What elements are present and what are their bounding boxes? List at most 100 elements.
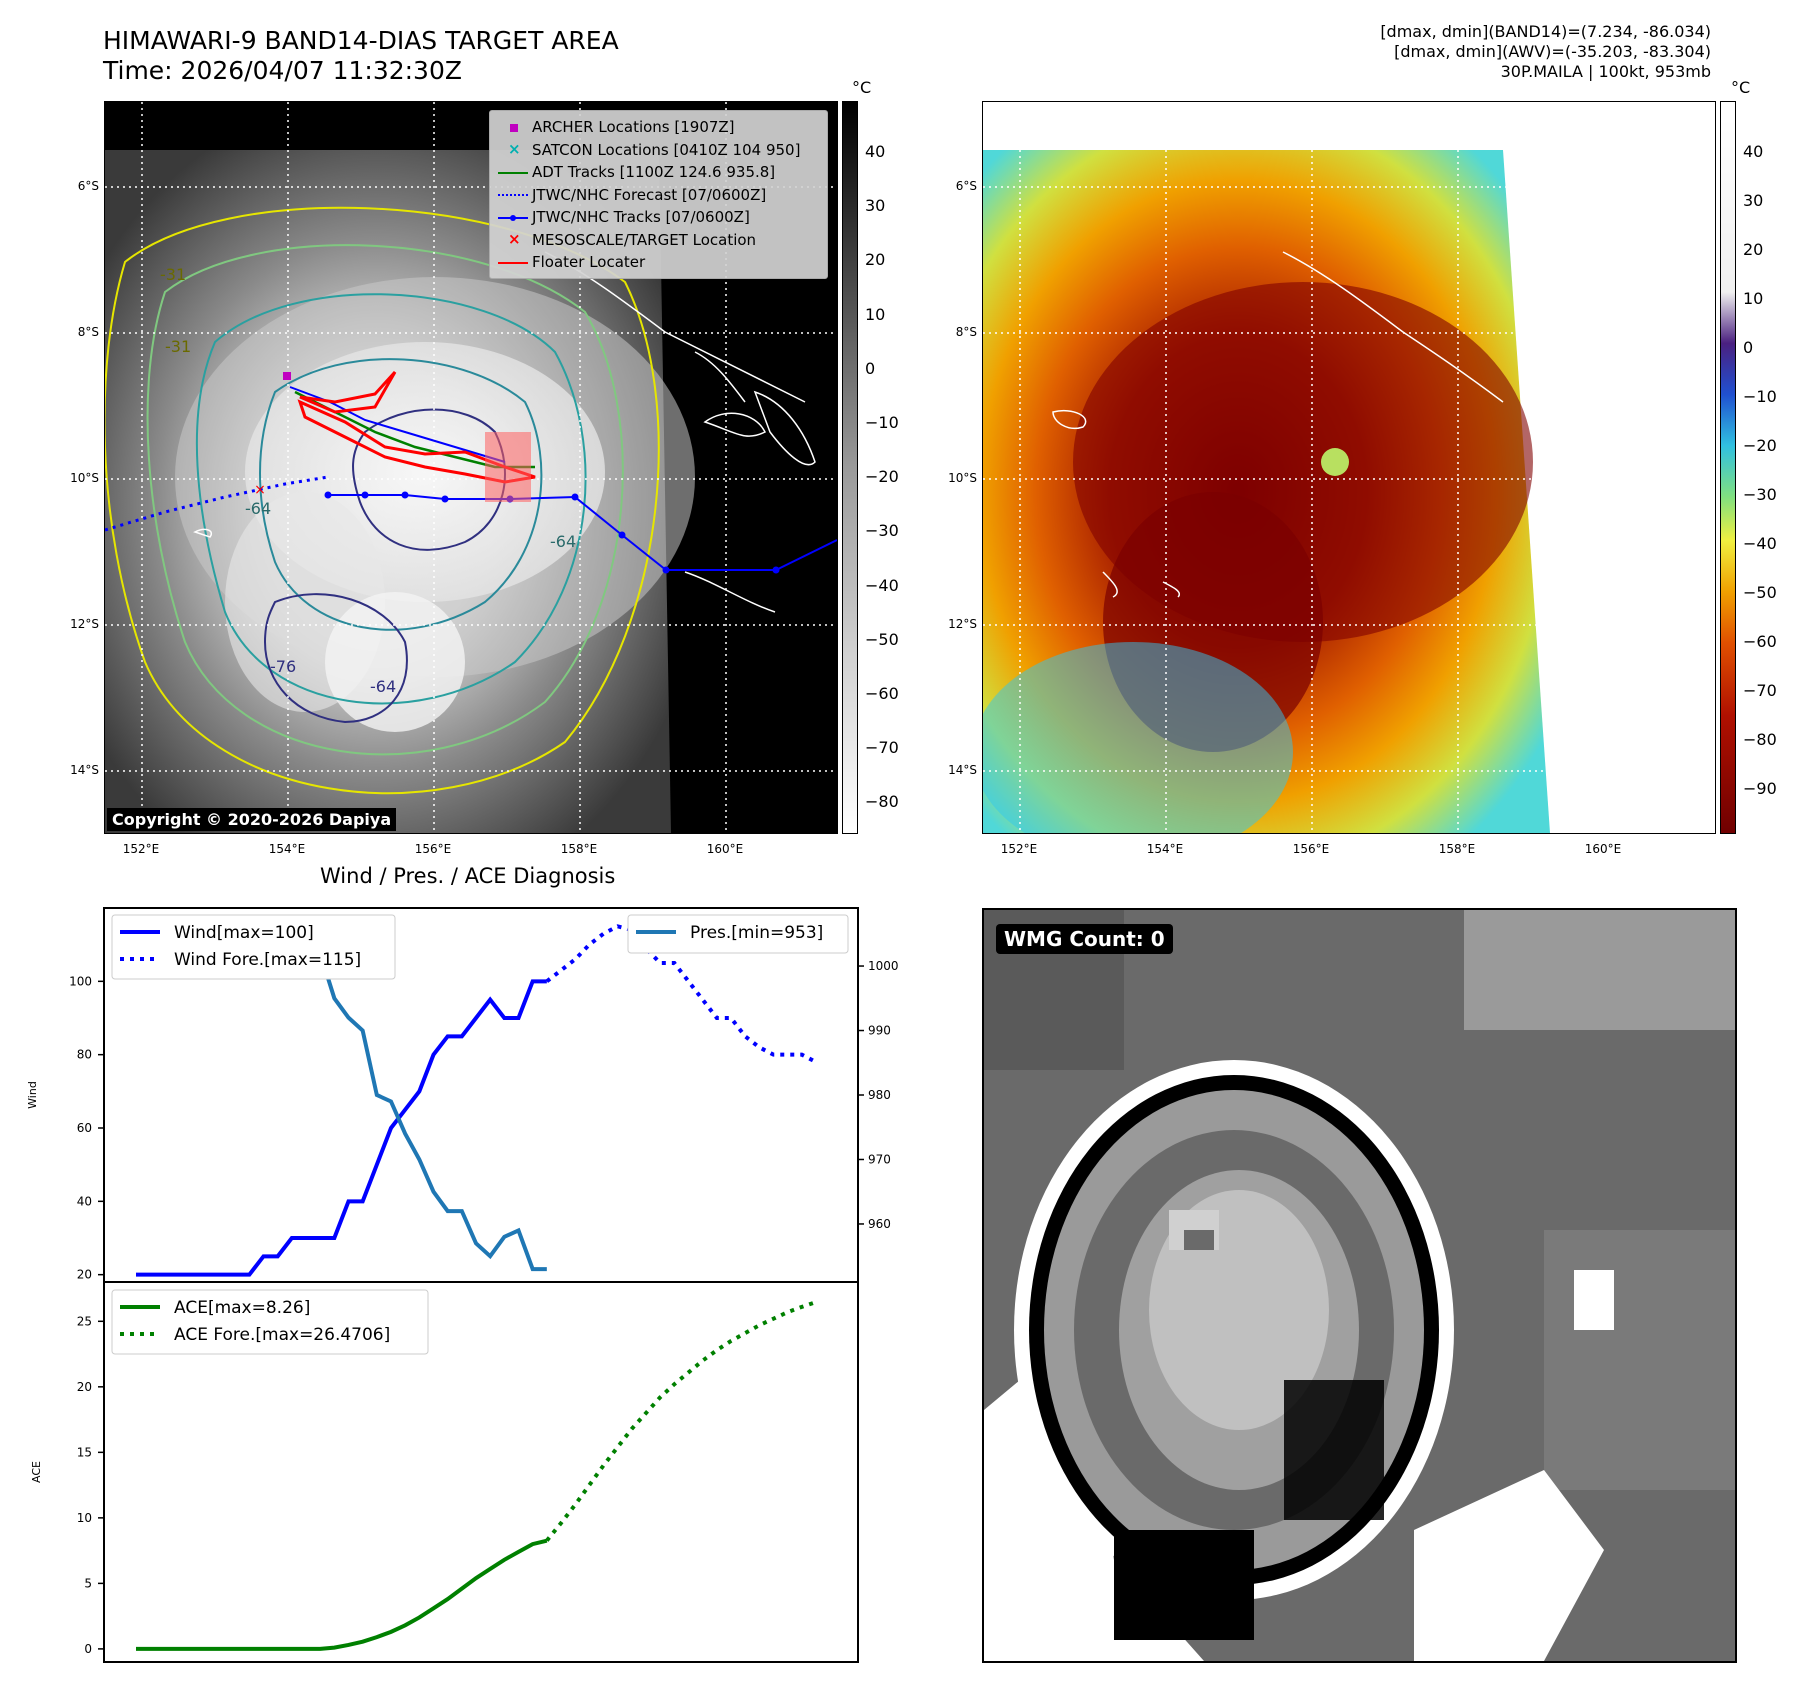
legend-label: MESOSCALE/TARGET Location xyxy=(532,230,757,249)
lon-label: 156°E xyxy=(1292,842,1330,856)
colorbar-tick-label: −50 xyxy=(865,629,899,649)
colorbar-tick-label: −60 xyxy=(865,684,899,703)
lon-label: 160°E xyxy=(706,842,744,856)
awv-map-panel xyxy=(982,101,1716,834)
lat-label: 6°S xyxy=(955,179,977,193)
awv-map-image xyxy=(983,102,1715,833)
lat-label: 10°S xyxy=(948,471,977,485)
y-tick-label: 20 xyxy=(77,1380,92,1394)
info-band14: [dmax, dmin](BAND14)=(7.234, -86.034) xyxy=(1380,22,1711,41)
y-tick-label: 20 xyxy=(77,1268,92,1282)
lat-label: 14°S xyxy=(948,763,977,777)
colorbar-tick-label: −30 xyxy=(1743,485,1777,504)
pressure-legend: Pres.[min=953] xyxy=(627,914,849,954)
colorbar-tick-label: −50 xyxy=(1743,583,1777,602)
legend-label: Floater Locater xyxy=(532,253,646,271)
colorbar-tick-label: −30 xyxy=(865,521,899,541)
diagnosis-title: Wind / Pres. / ACE Diagnosis xyxy=(320,864,616,888)
legend-label: Wind Fore.[max=115] xyxy=(174,950,361,970)
ace-plot-frame xyxy=(103,1281,859,1663)
colorbar-tick-label: 20 xyxy=(865,250,886,270)
colorbar-tick-label: 10 xyxy=(1743,289,1764,308)
y-tick-label: 60 xyxy=(77,1121,92,1135)
legend-label: ACE[max=8.26] xyxy=(174,1298,310,1318)
y2-tick-label: 960 xyxy=(868,1217,891,1231)
lon-label: 158°E xyxy=(1438,842,1476,856)
legend-label: JTWC/NHC Forecast [07/0600Z] xyxy=(532,185,767,204)
svg-text:×: × xyxy=(254,482,266,498)
colorbar-tick-label: −70 xyxy=(1743,681,1777,700)
wmg-image xyxy=(984,910,1735,1661)
lat-label: 12°S xyxy=(948,617,977,631)
map-legend: ARCHER Locations [1907Z] × SATCON Location… xyxy=(489,110,828,279)
legend-marker-icon: × xyxy=(508,140,521,158)
ir-map-panel: × -31 -31 -64 -64 -76 -64 ARCHER Locatio… xyxy=(104,101,838,834)
colorbar-tick-label: 30 xyxy=(865,196,886,216)
legend-entry: Floater Locater xyxy=(496,252,821,272)
lat-label: 6°S xyxy=(77,179,99,193)
y-tick-label: 10 xyxy=(77,1511,92,1525)
legend-label: JTWC/NHC Tracks [07/0600Z] xyxy=(532,208,750,226)
legend-entry: JTWC/NHC Forecast [07/0600Z] xyxy=(496,185,821,205)
lat-label: 10°S xyxy=(70,471,99,485)
colorbar-tick-label: 0 xyxy=(1743,338,1754,357)
contour-label: -64 xyxy=(550,532,576,551)
colorbar-tick-label: 10 xyxy=(865,304,886,324)
colorbar-tick-label: 0 xyxy=(865,358,876,378)
legend-label: ADT Tracks [1100Z 124.6 935.8] xyxy=(532,163,776,181)
figure-title: HIMAWARI-9 BAND14-DIAS TARGET AREA xyxy=(103,26,619,55)
ace-series-line-0 xyxy=(136,1538,548,1651)
series-line-1 xyxy=(545,924,817,1064)
legend-marker-icon: × xyxy=(508,230,521,248)
lon-label: 158°E xyxy=(560,842,598,856)
y-tick-label: 15 xyxy=(77,1445,92,1459)
lat-label: 14°S xyxy=(70,763,99,777)
colorbar-tick-label: 40 xyxy=(865,142,886,161)
colorbar-tick-label: −60 xyxy=(1743,632,1777,651)
legend-entry: ARCHER Locations [1907Z] xyxy=(496,117,821,137)
info-storm: 30P.MAILA | 100kt, 953mb xyxy=(1500,62,1711,81)
legend-marker-icon xyxy=(496,163,532,183)
copyright-label: Copyright © 2020-2026 Dapiya xyxy=(107,808,397,831)
lon-label: 156°E xyxy=(414,842,452,856)
legend-marker-icon xyxy=(496,118,532,138)
contour-label: -64 xyxy=(245,499,271,518)
color-colorbar-unit: °C xyxy=(1731,78,1751,97)
info-awv: [dmax, dmin](AWV)=(-35.203, -83.304) xyxy=(1394,42,1711,61)
colorbar-tick-label: −40 xyxy=(1743,534,1777,553)
contour-label: -31 xyxy=(160,265,186,284)
colorbar-tick-label: −80 xyxy=(1743,730,1777,749)
legend-label: SATCON Locations [0410Z 104 950] xyxy=(532,140,801,159)
legend-marker-icon xyxy=(496,185,532,205)
colorbar-tick-label: −20 xyxy=(865,467,899,487)
colorbar-tick-label: −90 xyxy=(1743,779,1777,798)
colorbar-tick-label: 20 xyxy=(1743,240,1764,259)
legend-box xyxy=(111,1289,429,1355)
ace-series-line-1 xyxy=(545,1300,817,1542)
ace-plot: 0 5 10 15 20 25 ACE ACE[max=8.26] ACE Fore.[max=… xyxy=(30,1281,859,1663)
y2-tick-label: 990 xyxy=(868,1024,891,1038)
y-tick-label: 80 xyxy=(77,1048,92,1062)
y-tick-label: 100 xyxy=(69,974,92,988)
legend-entry: ADT Tracks [1100Z 124.6 935.8] xyxy=(496,162,821,182)
ir-map-image: × -31 -31 -64 -64 -76 -64 xyxy=(105,102,837,833)
ace-legend: ACE[max=8.26] ACE Fore.[max=26.4706] xyxy=(111,1289,429,1355)
figure-time: Time: 2026/04/07 11:32:30Z xyxy=(103,56,462,85)
y-tick-label: 0 xyxy=(84,1642,92,1656)
y2-tick-label: 1000 xyxy=(868,959,899,973)
legend-box xyxy=(627,914,849,954)
gray-colorbar-unit: °C xyxy=(852,78,872,97)
y-tick-label: 40 xyxy=(77,1194,92,1208)
lon-label: 154°E xyxy=(1146,842,1184,856)
lat-label: 8°S xyxy=(955,325,977,339)
legend-entry: × MESOSCALE/TARGET Location xyxy=(496,230,821,250)
legend-label: Pres.[min=953] xyxy=(690,923,823,943)
wind-legend: Wind[max=100] Wind Fore.[max=115] xyxy=(111,914,396,980)
lon-label: 154°E xyxy=(268,842,306,856)
colorbar-tick-label: 30 xyxy=(1743,191,1764,210)
wmg-count-badge: WMG Count: 0 xyxy=(996,924,1173,954)
diagnosis-chart: 204060801009609709809901000WindPressureW… xyxy=(26,907,899,1663)
legend-label: Wind[max=100] xyxy=(174,923,314,943)
lon-label: 152°E xyxy=(122,842,160,856)
y2-tick-label: 970 xyxy=(868,1152,891,1166)
